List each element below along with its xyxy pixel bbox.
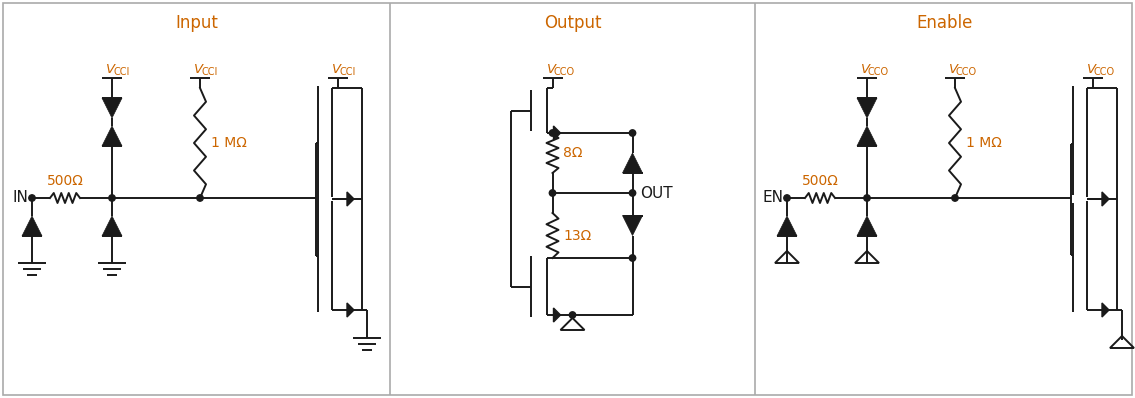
FancyBboxPatch shape [3, 3, 1132, 395]
Text: Output: Output [544, 14, 602, 32]
Circle shape [28, 195, 35, 201]
Text: 500Ω: 500Ω [47, 174, 84, 188]
Text: 500Ω: 500Ω [801, 174, 839, 188]
Circle shape [629, 190, 636, 196]
Text: $V$: $V$ [1086, 63, 1098, 76]
Text: $V$: $V$ [948, 63, 960, 76]
Polygon shape [347, 192, 354, 206]
Circle shape [570, 312, 575, 318]
Text: $V$: $V$ [193, 63, 204, 76]
Text: CCI: CCI [201, 67, 218, 77]
Polygon shape [777, 216, 797, 236]
Polygon shape [1102, 192, 1109, 206]
Polygon shape [622, 153, 642, 173]
Text: 13Ω: 13Ω [563, 228, 591, 242]
Text: $V$: $V$ [106, 63, 117, 76]
Text: CCO: CCO [956, 67, 977, 77]
Circle shape [952, 195, 958, 201]
Polygon shape [857, 216, 877, 236]
Polygon shape [22, 216, 42, 236]
Circle shape [784, 195, 790, 201]
Text: 1 MΩ: 1 MΩ [211, 136, 247, 150]
Text: Enable: Enable [917, 14, 973, 32]
Polygon shape [102, 98, 121, 118]
Text: IN: IN [12, 191, 28, 205]
Polygon shape [622, 215, 642, 236]
Polygon shape [102, 216, 121, 236]
Text: 8Ω: 8Ω [563, 146, 583, 160]
Polygon shape [347, 303, 354, 317]
Text: CCO: CCO [554, 67, 574, 77]
Text: CCO: CCO [868, 67, 889, 77]
Text: CCI: CCI [339, 67, 355, 77]
Circle shape [629, 130, 636, 136]
Circle shape [109, 195, 115, 201]
Polygon shape [554, 308, 561, 322]
Text: Input: Input [176, 14, 218, 32]
Circle shape [549, 130, 556, 136]
Circle shape [629, 255, 636, 261]
Polygon shape [1102, 303, 1109, 317]
Text: CCI: CCI [114, 67, 129, 77]
Text: $V$: $V$ [331, 63, 343, 76]
Circle shape [196, 195, 203, 201]
Text: $V$: $V$ [860, 63, 872, 76]
Circle shape [549, 190, 556, 196]
Text: $V$: $V$ [546, 63, 557, 76]
Circle shape [864, 195, 871, 201]
Text: EN: EN [762, 191, 783, 205]
Text: 1 MΩ: 1 MΩ [966, 136, 1002, 150]
Text: OUT: OUT [640, 185, 673, 201]
Text: CCO: CCO [1094, 67, 1115, 77]
Polygon shape [554, 126, 561, 140]
Polygon shape [857, 126, 877, 146]
Polygon shape [102, 126, 121, 146]
Polygon shape [857, 98, 877, 118]
